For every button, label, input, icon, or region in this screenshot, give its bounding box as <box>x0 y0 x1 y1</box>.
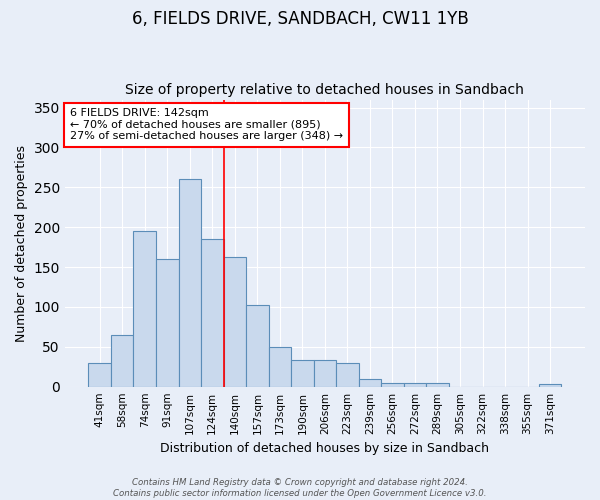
Text: 6 FIELDS DRIVE: 142sqm
← 70% of detached houses are smaller (895)
27% of semi-de: 6 FIELDS DRIVE: 142sqm ← 70% of detached… <box>70 108 343 142</box>
X-axis label: Distribution of detached houses by size in Sandbach: Distribution of detached houses by size … <box>160 442 490 455</box>
Bar <box>111 335 133 386</box>
Bar <box>291 360 314 386</box>
Bar <box>314 360 336 386</box>
Title: Size of property relative to detached houses in Sandbach: Size of property relative to detached ho… <box>125 83 524 97</box>
Y-axis label: Number of detached properties: Number of detached properties <box>15 144 28 342</box>
Bar <box>539 384 562 386</box>
Bar <box>133 231 156 386</box>
Bar <box>404 384 426 386</box>
Bar <box>381 384 404 386</box>
Bar <box>246 306 269 386</box>
Bar <box>179 180 201 386</box>
Text: Contains HM Land Registry data © Crown copyright and database right 2024.
Contai: Contains HM Land Registry data © Crown c… <box>113 478 487 498</box>
Bar <box>201 239 224 386</box>
Bar <box>269 347 291 387</box>
Text: 6, FIELDS DRIVE, SANDBACH, CW11 1YB: 6, FIELDS DRIVE, SANDBACH, CW11 1YB <box>131 10 469 28</box>
Bar <box>359 378 381 386</box>
Bar <box>156 259 179 386</box>
Bar <box>426 382 449 386</box>
Bar <box>88 363 111 386</box>
Bar <box>224 256 246 386</box>
Bar <box>336 363 359 386</box>
